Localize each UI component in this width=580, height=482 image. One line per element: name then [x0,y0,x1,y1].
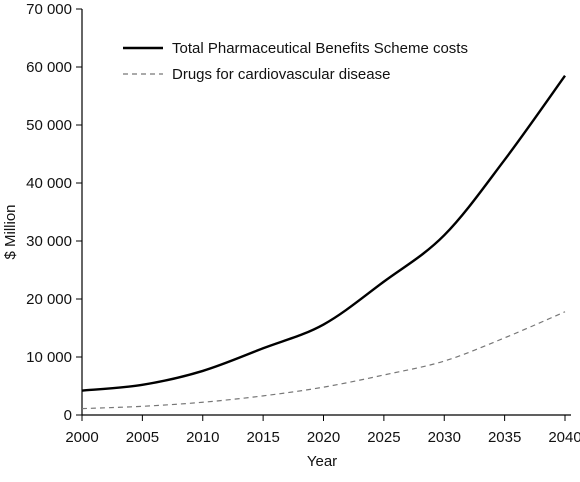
y-tick-label: 60 000 [26,59,72,76]
legend-label: Drugs for cardiovascular disease [172,66,390,83]
y-tick-label: 50 000 [26,117,72,134]
y-tick-label: 40 000 [26,175,72,192]
y-tick-label: 30 000 [26,233,72,250]
x-tick-label: 2030 [428,429,461,446]
series-lines [81,75,566,410]
x-tick-label: 2025 [367,429,400,446]
legend-label: Total Pharmaceutical Benefits Scheme cos… [172,40,468,57]
y-axis-ticks: 0 10 000 20 000 30 000 40 000 50 000 60 000 70 … [26,1,82,424]
y-tick-label: 70 000 [26,1,72,18]
x-tick-label: 2005 [126,429,159,446]
y-tick-label: 10 000 [26,349,72,366]
series-line-cardiovascular [81,311,566,410]
x-tick-label: 2015 [246,429,279,446]
x-tick-label: 2010 [186,429,219,446]
x-tick-label: 2040 [548,429,580,446]
y-tick-label: 20 000 [26,291,72,308]
legend: Total Pharmaceutical Benefits Scheme cos… [123,40,468,83]
y-tick-label: 0 [64,407,72,424]
x-axis-ticks: 2000 2005 2010 2015 2020 2025 2030 2035 2040 [65,415,580,446]
x-tick-label: 2000 [65,429,98,446]
series-line-total-pbs [81,75,566,392]
x-axis-label: Year [307,453,337,470]
x-tick-label: 2020 [307,429,340,446]
axes [81,9,571,416]
y-axis-label: $ Million [2,204,19,259]
x-tick-label: 2035 [488,429,521,446]
